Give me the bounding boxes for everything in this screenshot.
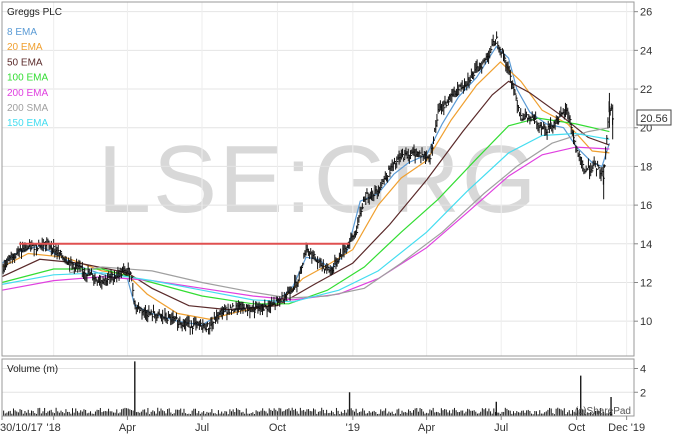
price-tick-label: 26	[640, 7, 652, 19]
price-tick-label: 16	[640, 200, 652, 212]
legend-item: 200 SMA	[7, 103, 48, 114]
chart-title: Greggs PLC	[7, 7, 62, 18]
legend-item: 50 EMA	[7, 57, 43, 68]
x-tick-label: Apr	[119, 422, 136, 434]
volume-axis: 24	[634, 364, 646, 399]
watermark: LSE:GRG	[98, 126, 539, 233]
x-tick-label: Jul	[195, 422, 209, 434]
price-tick-label: 14	[640, 239, 652, 251]
x-tick-label: Apr	[418, 422, 435, 434]
legend-item: 150 EMA	[7, 118, 48, 129]
x-tick-label: 30/10/17	[0, 422, 43, 434]
x-tick-label: Dec '19	[608, 422, 645, 434]
price-tick-label: 12	[640, 277, 652, 289]
x-tick-label: Jul	[494, 422, 508, 434]
price-tick-label: 18	[640, 161, 652, 173]
volume-panel-frame	[1, 358, 635, 417]
volume-tick-label: 4	[640, 364, 646, 376]
volume-grid	[2, 368, 634, 393]
x-tick-label: '19	[346, 422, 360, 434]
price-bars	[1, 31, 615, 335]
last-price-value: 20.56	[640, 113, 668, 125]
legend: Greggs PLC 8 EMA 20 EMA 50 EMA 100 EMA 200 E…	[7, 7, 62, 129]
volume-label: Volume (m)	[7, 364, 58, 375]
price-tick-label: 22	[640, 84, 652, 96]
price-tick-label: 20	[640, 123, 652, 135]
last-price-badge: 20.56	[636, 109, 672, 126]
volume-tick-label: 2	[640, 387, 646, 399]
legend-item: 20 EMA	[7, 42, 43, 53]
x-tick-label: Oct	[568, 422, 585, 434]
price-axis: 10 12 14 16 18 20 22 24 26	[634, 7, 652, 328]
legend-item: 8 EMA	[7, 27, 37, 38]
x-tick-label: '18	[46, 422, 60, 434]
ma-line	[69, 127, 610, 299]
price-panel-frame	[1, 1, 635, 357]
legend-item: 100 EMA	[7, 73, 48, 84]
x-axis: 30/10/17'18 Apr Jul Oct '19 Apr Jul Oct Dec '19	[0, 416, 645, 434]
credit: (c)SharePad	[575, 406, 631, 417]
price-tick-label: 24	[640, 45, 652, 57]
x-tick-label: Oct	[269, 422, 286, 434]
price-tick-label: 10	[640, 316, 652, 328]
legend-item: 200 EMA	[7, 88, 48, 99]
